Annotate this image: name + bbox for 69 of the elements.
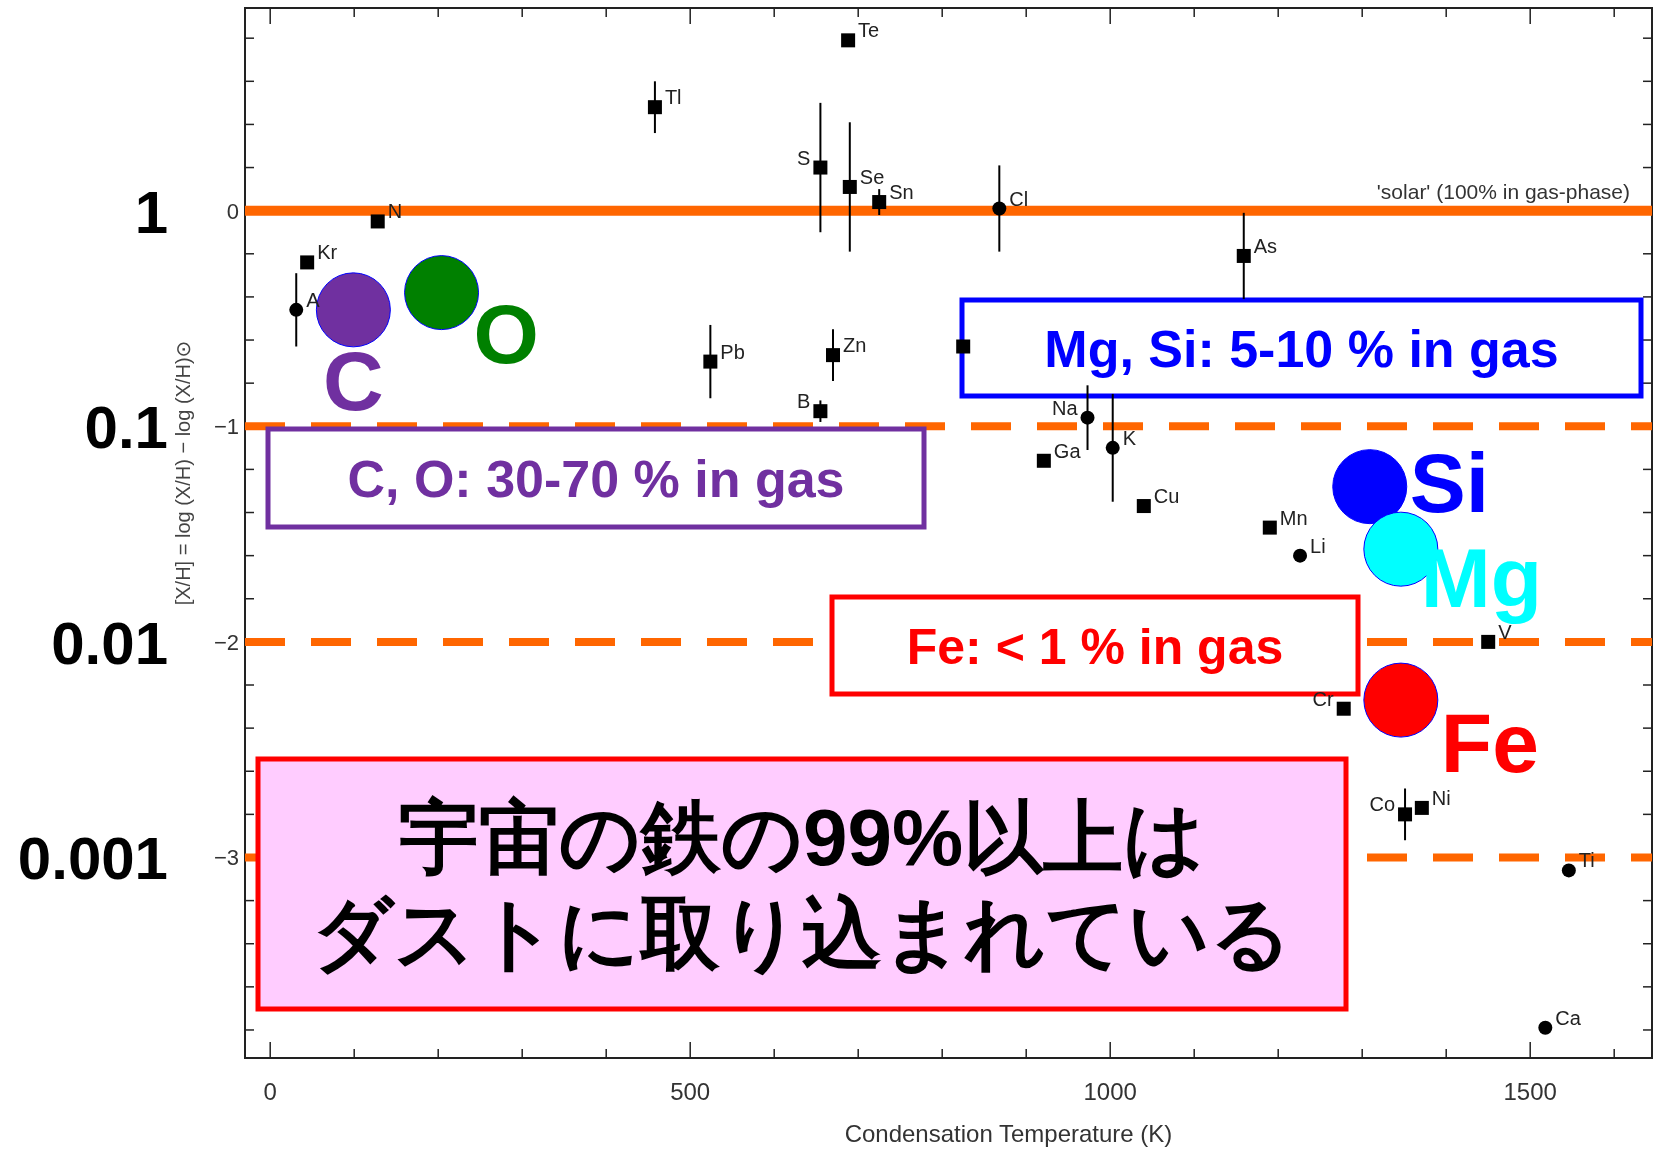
annotation: Pb [720, 340, 745, 363]
annotation: Mn [1279, 506, 1308, 529]
y2-tick-label: 0.01 [51, 609, 168, 677]
x-tick-label: 1000 [1083, 1078, 1137, 1105]
point [956, 339, 971, 354]
annotation: Tl [664, 86, 682, 109]
x-tick-label: 1500 [1503, 1078, 1557, 1105]
point [1262, 520, 1277, 535]
point [1332, 449, 1408, 525]
annotation: Se [859, 165, 885, 188]
point [289, 302, 304, 317]
annotation: Sn [889, 181, 914, 204]
x-axis-title: Condensation Temperature (K) [844, 1120, 1173, 1147]
point [1561, 863, 1576, 878]
point [813, 160, 828, 175]
series-label: O [473, 286, 539, 381]
point [872, 195, 887, 210]
annotation: Na [1051, 396, 1079, 419]
y-tick-label: 0 [226, 198, 239, 224]
annotation: Mg, Si: 5-10 % in gas [1044, 319, 1559, 378]
annotation: Ca [1555, 1006, 1582, 1029]
y-axis-title: [X/H] = log (X/H) − log (X/H)⊙ [172, 340, 194, 606]
y-tick-label: −3 [213, 845, 239, 871]
point [1236, 248, 1251, 263]
annotation: S [797, 146, 811, 169]
x-tick-label: 500 [670, 1078, 711, 1105]
series-label: Si [1409, 435, 1490, 530]
annotation: 宇宙の鉄の99%以上はダストに取り込まれている [312, 792, 1292, 978]
point [1363, 662, 1439, 738]
annotation: Zn [843, 334, 867, 357]
point [300, 255, 315, 270]
annotation: Fe: < 1 % in gas [906, 618, 1284, 675]
point [1414, 800, 1429, 815]
point [1036, 453, 1051, 468]
point [1538, 1020, 1553, 1035]
point [1080, 410, 1095, 425]
point [813, 404, 828, 419]
point [841, 33, 856, 48]
annotation: Co [1369, 793, 1396, 816]
point [826, 348, 840, 363]
annotation: As [1253, 234, 1278, 257]
point [1398, 807, 1413, 822]
point [1105, 440, 1120, 455]
point [992, 201, 1007, 216]
annotation: 'solar' (100% in gas-phase) [1376, 179, 1630, 203]
annotation: C, O: 30-70 % in gas [347, 449, 845, 508]
annotation: B [797, 390, 811, 413]
point [1136, 499, 1151, 514]
annotation: Kr [317, 241, 338, 264]
annotation: Li [1310, 534, 1326, 557]
annotation: K [1122, 426, 1137, 449]
annotation: Ga [1053, 439, 1082, 462]
annotation: Cu [1153, 485, 1180, 508]
series-label: C [323, 333, 384, 428]
y2-tick-label: 0.001 [17, 825, 168, 893]
point [370, 214, 385, 229]
point [1336, 701, 1351, 716]
point [647, 100, 662, 115]
point [703, 354, 718, 369]
annotation: Cl [1009, 187, 1029, 210]
y2-tick-label: 1 [134, 178, 168, 246]
y-tick-label: −1 [213, 414, 239, 440]
point [1481, 634, 1496, 649]
y-tick-label: −2 [213, 629, 239, 655]
point [842, 179, 857, 194]
point [1293, 548, 1308, 563]
y2-tick-label: 0.1 [84, 394, 168, 462]
x-tick-label: 0 [263, 1078, 277, 1105]
annotation: Te [858, 19, 880, 42]
